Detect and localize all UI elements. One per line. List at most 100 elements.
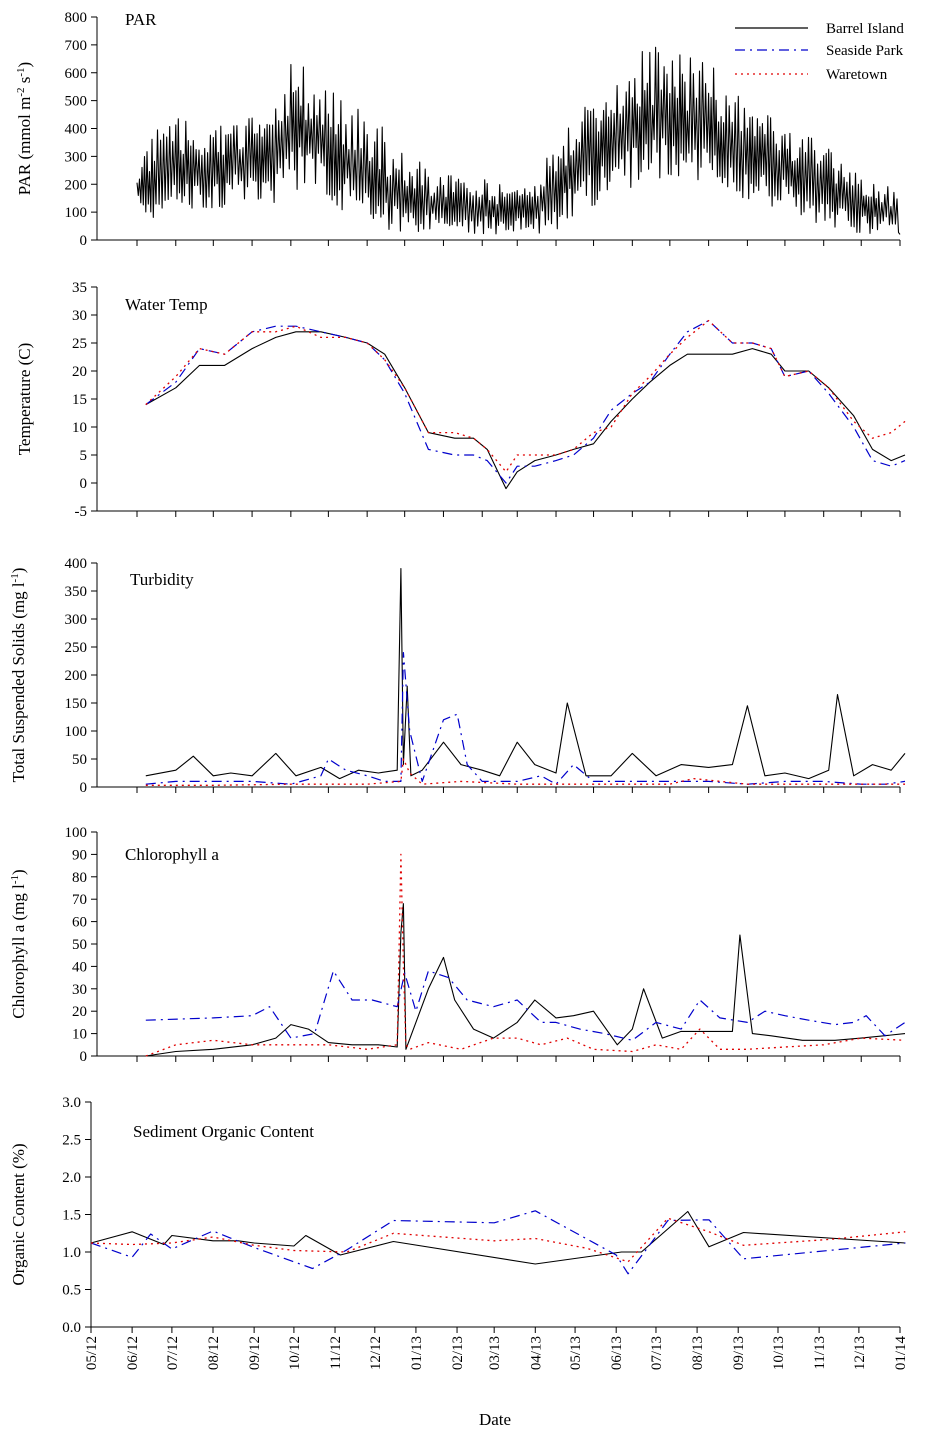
y-tick-label: 35 xyxy=(72,280,87,296)
x-tick-label: 09/12 xyxy=(247,1336,263,1370)
panel-turbidity: 0 50 100 150 200 250 300 350 400 Turbidity Total S… xyxy=(9,556,906,796)
y-tick-label: 0.5 xyxy=(62,1283,81,1299)
panel-title: Turbidity xyxy=(130,570,194,589)
x-tick-label: 04/13 xyxy=(528,1336,544,1370)
y-axis-label: PAR (mmol m-2 s-1) xyxy=(15,62,34,195)
x-tick-label: 01/14 xyxy=(893,1336,909,1371)
y-tick-label: 300 xyxy=(65,149,88,165)
series-line-barrel-island xyxy=(145,903,906,1057)
x-tick-label: 08/13 xyxy=(690,1336,706,1370)
panel-title: Chlorophyll a xyxy=(125,845,219,864)
series-line-waretown xyxy=(145,853,906,1057)
y-tick-label: 200 xyxy=(65,177,88,193)
x-tick-label: 09/13 xyxy=(731,1336,747,1370)
y-tick-label: 500 xyxy=(65,94,88,110)
x-tick-label: 02/13 xyxy=(450,1336,466,1370)
y-tick-label: 60 xyxy=(72,915,87,931)
x-tick-label: 07/12 xyxy=(165,1336,181,1370)
y-tick-label: 0 xyxy=(80,1049,88,1065)
panel-par: 0 100 200 300 400 500 600 700 800 PAR PAR (mmol m-… xyxy=(15,10,901,249)
x-tick-label: 05/12 xyxy=(84,1336,100,1370)
y-tick-label: 1.5 xyxy=(62,1208,81,1224)
y-tick-label: 200 xyxy=(65,668,88,684)
y-tick-label: 700 xyxy=(65,38,88,54)
x-tick-label: 10/12 xyxy=(287,1336,303,1370)
y-tick-label: 30 xyxy=(72,308,87,324)
series-line-seaside-park xyxy=(145,651,906,785)
y-tick-label: 0.0 xyxy=(62,1320,81,1336)
y-tick-label: -5 xyxy=(75,504,88,520)
y-tick-label: 100 xyxy=(65,724,88,740)
panel-title: PAR xyxy=(125,10,157,29)
series-line-barrel-island xyxy=(136,46,901,235)
y-tick-label: 70 xyxy=(72,892,87,908)
y-tick-label: 15 xyxy=(72,392,87,408)
series-line-barrel-island xyxy=(90,1210,906,1265)
series-line-seaside-park xyxy=(145,970,906,1041)
y-tick-label: 20 xyxy=(72,1004,87,1020)
y-tick-label: 100 xyxy=(65,825,88,841)
x-axis-label: Date xyxy=(479,1410,511,1429)
y-tick-label: 0 xyxy=(80,780,88,796)
series-line-barrel-island xyxy=(145,568,906,780)
panel-title: Water Temp xyxy=(125,295,208,314)
series-line-waretown xyxy=(145,319,906,473)
y-axis-label: Temperature (C) xyxy=(15,343,34,456)
series-line-seaside-park xyxy=(145,320,906,484)
x-tick-label: 11/12 xyxy=(328,1336,344,1370)
y-tick-label: 1.0 xyxy=(62,1245,81,1261)
x-tick-label: 10/13 xyxy=(771,1336,787,1370)
y-tick-label: 20 xyxy=(72,364,87,380)
y-tick-label: 0 xyxy=(80,233,88,249)
y-axis-label: Organic Content (%) xyxy=(9,1143,28,1285)
panel-chlorophyll-a: 0 10 20 30 40 50 60 70 80 90 100 Chlorophyll a Chlor… xyxy=(9,825,906,1065)
legend-label-barrel-island: Barrel Island xyxy=(826,21,904,37)
x-tick-label: 11/13 xyxy=(812,1336,828,1370)
y-tick-label: 150 xyxy=(65,696,88,712)
y-tick-label: 2.0 xyxy=(62,1170,81,1186)
y-tick-label: 5 xyxy=(80,448,88,464)
y-tick-label: 10 xyxy=(72,1027,87,1043)
y-tick-label: 600 xyxy=(65,66,88,82)
y-axis-label: Chlorophyll a (mg l-1) xyxy=(9,869,28,1018)
y-tick-label: 400 xyxy=(65,122,88,138)
y-tick-label: 30 xyxy=(72,982,87,998)
y-tick-label: 50 xyxy=(72,752,87,768)
y-tick-label: 350 xyxy=(65,584,88,600)
panel-sediment-organic-content: 0.0 0.5 1.0 1.5 2.0 2.5 3.0 Sediment Organic Co… xyxy=(9,1095,906,1336)
x-tick-label: 08/12 xyxy=(206,1336,222,1370)
panel-water-temp: -5 0 5 10 15 20 25 30 35 Water Temp Temperature (C… xyxy=(15,280,906,520)
y-tick-label: 3.0 xyxy=(62,1095,81,1111)
y-tick-label: 800 xyxy=(65,10,88,26)
x-tick-label: 06/13 xyxy=(609,1336,625,1370)
y-tick-label: 90 xyxy=(72,847,87,863)
x-tick-label: 05/13 xyxy=(568,1336,584,1370)
y-tick-label: 300 xyxy=(65,612,88,628)
y-tick-label: 50 xyxy=(72,937,87,953)
panel-title: Sediment Organic Content xyxy=(133,1122,314,1141)
x-tick-label: 01/13 xyxy=(409,1336,425,1370)
y-tick-label: 0 xyxy=(80,476,88,492)
series-line-seaside-park xyxy=(90,1210,906,1275)
y-tick-label: 250 xyxy=(65,640,88,656)
x-tick-label: 06/12 xyxy=(125,1336,141,1370)
x-tick-label: 12/12 xyxy=(368,1336,384,1370)
y-tick-label: 100 xyxy=(65,205,88,221)
y-axis-label: Total Suspended Solids (mg l-1) xyxy=(9,568,28,783)
series-line-barrel-island xyxy=(145,331,906,490)
y-tick-label: 40 xyxy=(72,959,87,975)
legend: Barrel Island Seaside Park Waretown xyxy=(735,21,904,83)
y-tick-label: 80 xyxy=(72,870,87,886)
y-tick-label: 25 xyxy=(72,336,87,352)
legend-label-waretown: Waretown xyxy=(826,67,888,83)
x-tick-label: 07/13 xyxy=(649,1336,665,1370)
legend-label-seaside-park: Seaside Park xyxy=(826,43,904,59)
series-line-waretown xyxy=(90,1217,906,1263)
x-axis-tick-labels: 05/12 06/12 07/12 08/12 09/12 10/12 11/12 12/12… xyxy=(84,1336,909,1371)
x-tick-label: 03/13 xyxy=(487,1336,503,1370)
y-tick-label: 10 xyxy=(72,420,87,436)
x-tick-label: 12/13 xyxy=(852,1336,868,1370)
y-tick-label: 400 xyxy=(65,556,88,572)
y-tick-label: 2.5 xyxy=(62,1133,81,1149)
